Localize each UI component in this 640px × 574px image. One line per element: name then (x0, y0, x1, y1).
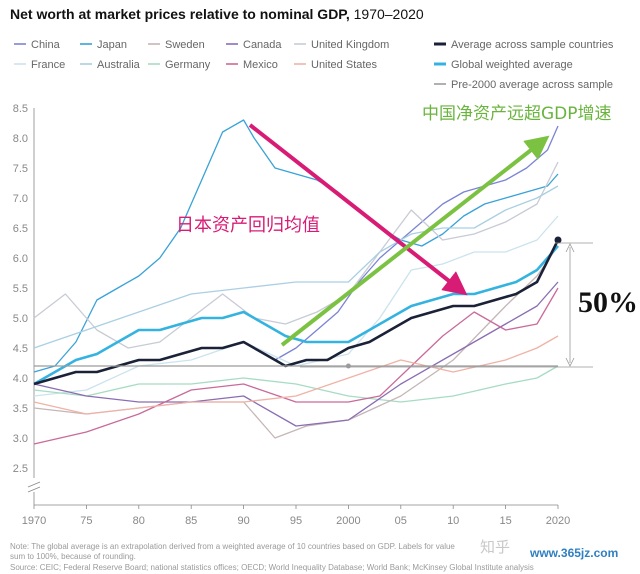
legend-label-china: China (31, 39, 61, 51)
legend-label-average: Average across sample countries (451, 39, 614, 51)
pre2000-marker (345, 363, 351, 369)
y-tick-label: 7.5 (13, 163, 28, 175)
series-line-mexico (33, 287, 559, 445)
y-tick-label: 6.5 (13, 223, 28, 235)
series-line-japan (33, 119, 559, 373)
y-tick-label: 8.0 (13, 133, 28, 145)
y-tick-label: 5.5 (13, 283, 28, 295)
bracket-arrow-up (565, 243, 575, 253)
pink-arrow (248, 123, 468, 296)
bracket-arrow-down (565, 357, 575, 367)
x-tick-label: 90 (237, 515, 249, 527)
y-tick-label: 2.5 (13, 463, 28, 475)
chart-note: Note: The global average is an extrapola… (10, 542, 455, 551)
china-growth-label: 中国净资产远超GDP增速 (422, 104, 612, 124)
chart-series (33, 119, 562, 445)
legend-label-australia: Australia (97, 59, 141, 71)
y-tick-label: 4.0 (13, 373, 28, 385)
chart-title-years: 1970–2020 (353, 6, 424, 22)
x-tick-label: 95 (290, 515, 302, 527)
x-tick-label: 75 (80, 515, 92, 527)
chart-axes: 2.5 3.0 3.5 4.0 4.5 5.0 5.5 6.0 6.5 7.0 7.5 8.0 8.5 1… (13, 103, 571, 527)
x-tick-label: 2000 (336, 515, 360, 527)
legend-label-uk: United Kingdom (311, 39, 389, 51)
green-arrow (280, 135, 550, 347)
y-tick-label: 3.0 (13, 433, 28, 445)
legend-label-canada: Canada (243, 39, 282, 51)
y-tick-label: 3.5 (13, 403, 28, 415)
x-tick-label: 05 (395, 515, 407, 527)
y-tick-label: 5.0 (13, 313, 28, 325)
chart-annotations: 日本资产回归均值 中国净资产远超GDP增速 50% 知乎 www.365jz.c… (176, 104, 638, 560)
x-tick-label: 10 (447, 515, 459, 527)
average-endpoint-marker (554, 236, 562, 244)
chart-source: Source: CEIC; Federal Reserve Board; nat… (10, 563, 534, 572)
watermark-zhihu: 知乎 (480, 538, 510, 556)
legend-label-mexico: Mexico (243, 59, 278, 71)
watermark-site: www.365jz.com (529, 546, 618, 560)
axis-break (27, 481, 41, 493)
series-line-germany (33, 365, 559, 403)
series-line-france (33, 215, 559, 397)
series-line-sweden (33, 245, 559, 439)
legend: China Japan Sweden Canada United Kingdom Aver… (14, 39, 614, 91)
series-line-average (33, 239, 560, 386)
x-tick-label: 1970 (22, 515, 46, 527)
legend-label-global: Global weighted average (451, 59, 573, 71)
x-tick-label: 80 (133, 515, 145, 527)
increase-label: 50% (578, 286, 638, 319)
x-tick-label: 2020 (546, 515, 570, 527)
series-line-us (33, 335, 559, 415)
series-line-uk (33, 161, 559, 349)
series-line-china (274, 125, 559, 361)
y-tick-label: 6.0 (13, 253, 28, 265)
y-tick-label: 8.5 (13, 103, 28, 115)
legend-label-us: United States (311, 59, 378, 71)
legend-label-germany: Germany (165, 59, 211, 71)
y-tick-label: 4.5 (13, 343, 28, 355)
series-line-canada (33, 281, 559, 427)
japan-reversion-label: 日本资产回归均值 (176, 215, 320, 236)
x-tick-label: 15 (499, 515, 511, 527)
legend-label-france: France (31, 59, 65, 71)
chart-title-main: Net worth at market prices relative to n… (10, 6, 350, 22)
series-line-australia (33, 185, 559, 349)
legend-label-japan: Japan (97, 39, 127, 51)
series-line-global (33, 245, 559, 386)
x-tick-label: 85 (185, 515, 197, 527)
chart-note-continued: sum to 100%, because of rounding. (10, 552, 136, 561)
legend-label-pre2000: Pre-2000 average across sample (451, 79, 613, 91)
legend-label-sweden: Sweden (165, 39, 205, 51)
y-tick-label: 7.0 (13, 193, 28, 205)
chart-title: Net worth at market prices relative to n… (10, 6, 424, 22)
